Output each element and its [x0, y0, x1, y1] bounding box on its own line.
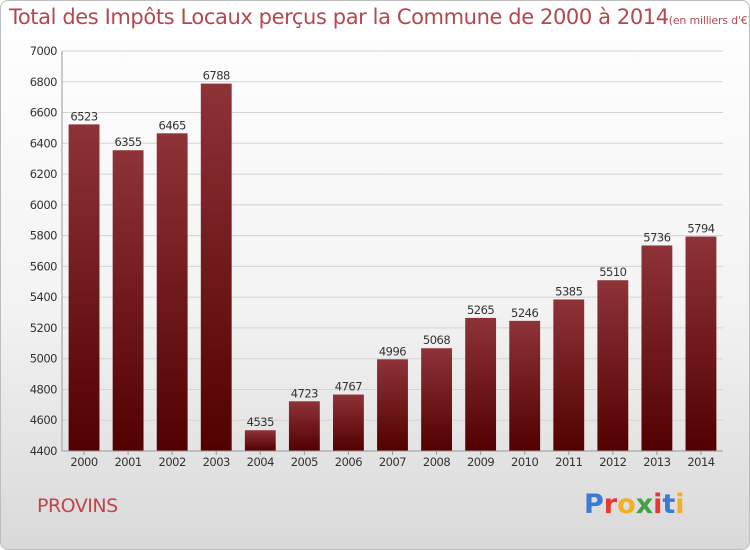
y-tick-label: 6400: [30, 136, 57, 150]
x-tick-label: 2005: [291, 455, 318, 469]
bar-value-label: 5068: [423, 333, 450, 347]
bar-value-label: 5794: [687, 222, 714, 236]
bar: [685, 236, 717, 451]
x-tick-label: 2009: [467, 455, 494, 469]
x-tick-label: 2013: [643, 455, 670, 469]
x-tick-label: 2001: [114, 455, 141, 469]
bar-value-label: 4535: [247, 415, 274, 429]
logo-letter: o: [617, 489, 636, 520]
y-tick-label: 5400: [30, 290, 57, 304]
y-tick-label: 4800: [30, 382, 57, 396]
logo-letter: t: [662, 489, 676, 520]
bar: [333, 394, 364, 451]
bar-value-label: 4996: [379, 344, 406, 358]
logo-letter: r: [603, 489, 618, 520]
bar-value-label: 6788: [203, 69, 230, 83]
x-tick-label: 2003: [203, 455, 230, 469]
bar: [421, 348, 452, 451]
y-tick-label: 6000: [30, 198, 57, 212]
y-tick-label: 5000: [30, 352, 57, 366]
bar: [377, 359, 408, 451]
y-tick-label: 6800: [30, 75, 57, 89]
x-tick-label: 2006: [335, 455, 362, 469]
x-tick-label: 2002: [159, 455, 186, 469]
bar: [200, 83, 232, 451]
x-tick-label: 2014: [687, 455, 714, 469]
bar-value-label: 5736: [643, 230, 670, 244]
bar: [156, 133, 188, 452]
bar-value-label: 4767: [335, 380, 362, 394]
x-tick-label: 2000: [70, 455, 97, 469]
bar-value-label: 6355: [114, 135, 141, 149]
bar-value-label: 5510: [599, 265, 626, 279]
bar-value-label: 4723: [291, 386, 318, 400]
y-tick-label: 7000: [30, 44, 57, 58]
bar-value-label: 6465: [159, 118, 186, 132]
bar-value-label: 6523: [70, 109, 97, 123]
commune-name: PROVINS: [37, 495, 118, 517]
x-tick-label: 2007: [379, 455, 406, 469]
logo-letter: i: [653, 489, 663, 520]
x-tick-label: 2010: [511, 455, 538, 469]
bar: [553, 299, 585, 451]
bars: 6523 6355 6465 6788 4535 4723 4767 4996 5068 5265…: [68, 69, 717, 452]
y-tick-label: 6600: [30, 106, 57, 120]
bar: [244, 430, 276, 451]
title-unit: (en milliers d'€): [668, 14, 750, 27]
bar-value-label: 5385: [555, 284, 582, 298]
x-tick-label: 2008: [423, 455, 450, 469]
logo-letter: P: [584, 489, 604, 520]
bar: [509, 320, 541, 451]
y-tick-label: 4600: [30, 413, 57, 427]
logo-letter: x: [635, 489, 654, 520]
logo-letter: i: [675, 489, 685, 520]
bar: [597, 280, 629, 451]
y-tick-label: 5800: [30, 229, 57, 243]
y-tick-label: 5600: [30, 259, 57, 273]
bar: [112, 150, 144, 451]
y-tick-label: 5200: [30, 321, 57, 335]
x-tick-label: 2004: [247, 455, 274, 469]
chart-title: Total des Impôts Locaux perçus par la Co…: [9, 5, 750, 29]
proxiti-logo: Proxiti: [584, 489, 685, 520]
title-main: Total des Impôts Locaux perçus par la Co…: [9, 5, 669, 29]
y-tick-label: 6200: [30, 167, 57, 181]
bar: [288, 401, 320, 451]
x-tick-label: 2011: [555, 455, 582, 469]
x-tick-label: 2012: [599, 455, 626, 469]
bar: [641, 245, 673, 451]
axes: 4400 4600 4800 5000 5200 5400 5600 5800 6000 6200…: [30, 44, 723, 469]
bar: [68, 124, 100, 451]
bar-value-label: 5265: [467, 303, 494, 317]
bar-value-label: 5246: [511, 306, 538, 320]
y-tick-label: 4400: [30, 444, 57, 458]
bar: [465, 317, 497, 451]
